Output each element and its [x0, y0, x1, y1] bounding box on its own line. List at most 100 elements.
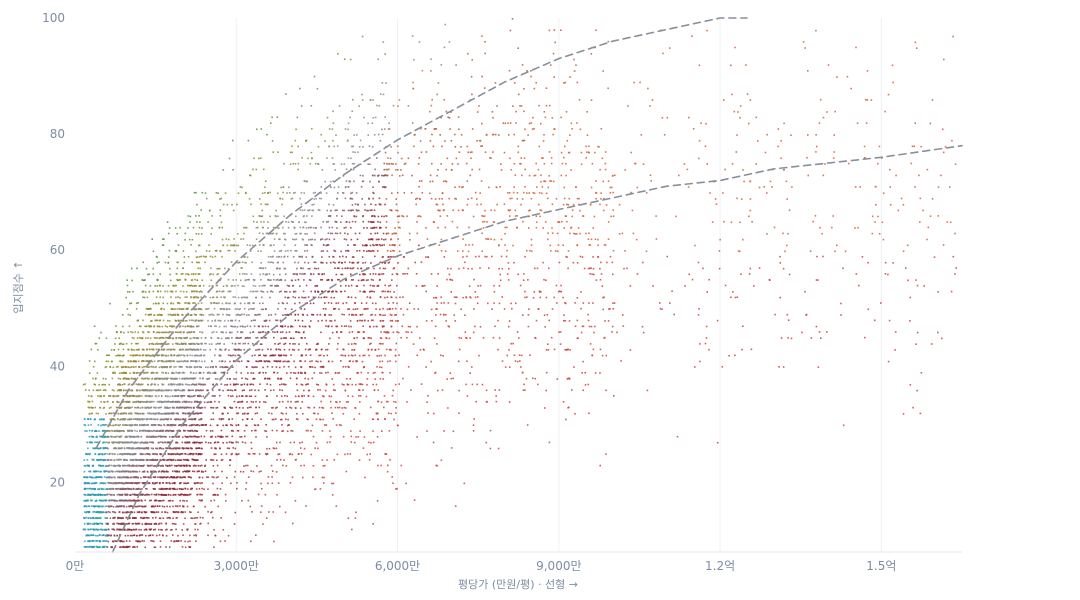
scatter-point: [676, 435, 679, 438]
scatter-point: [545, 279, 547, 282]
scatter-point: [146, 296, 149, 299]
scatter-point: [298, 343, 300, 345]
scatter-point: [209, 430, 212, 432]
scatter-point: [185, 273, 187, 275]
scatter-point: [271, 291, 274, 293]
scatter-point: [511, 18, 514, 20]
scatter-point: [612, 209, 614, 211]
scatter-point: [160, 308, 162, 310]
scatter-point: [295, 377, 298, 380]
scatter-point: [445, 313, 447, 316]
scatter-point: [373, 244, 375, 247]
scatter-point: [846, 75, 849, 78]
scatter-point: [188, 302, 191, 305]
scatter-point: [85, 453, 88, 455]
scatter-point: [198, 499, 201, 502]
scatter-point: [450, 267, 452, 270]
scatter-point: [157, 331, 159, 333]
scatter-point: [336, 232, 339, 235]
scatter-point: [138, 482, 141, 484]
scatter-point: [400, 308, 402, 310]
scatter-point: [325, 325, 327, 327]
scatter-point: [354, 232, 357, 235]
scatter-point: [171, 384, 173, 386]
scatter-point: [158, 505, 161, 507]
scatter-point: [396, 302, 398, 305]
scatter-point: [143, 476, 145, 478]
scatter-point: [156, 430, 158, 432]
scatter-point: [285, 221, 287, 223]
scatter-point: [184, 232, 187, 235]
scatter-point: [426, 401, 428, 403]
scatter-point: [344, 232, 346, 235]
scatter-point: [172, 453, 174, 456]
scatter-point: [133, 545, 135, 548]
scatter-point: [129, 429, 132, 432]
scatter-point: [168, 249, 171, 252]
scatter-point: [594, 325, 596, 328]
scatter-point: [389, 284, 392, 287]
scatter-point: [160, 447, 163, 450]
scatter-point: [363, 116, 365, 119]
scatter-point: [288, 192, 291, 194]
scatter-point: [249, 244, 251, 247]
scatter-point: [138, 336, 141, 339]
scatter-point: [359, 273, 361, 276]
scatter-point: [877, 215, 879, 218]
scatter-point: [176, 447, 178, 449]
scatter-point: [854, 227, 856, 229]
scatter-point: [145, 267, 148, 270]
scatter-point: [646, 389, 649, 392]
scatter-point: [498, 134, 500, 136]
scatter-point: [164, 459, 166, 461]
scatter-point: [218, 343, 220, 345]
scatter-point: [524, 128, 526, 131]
scatter-point: [108, 412, 110, 415]
scatter-point: [626, 267, 628, 270]
scatter-point: [520, 163, 522, 165]
scatter-point: [245, 226, 248, 229]
scatter-point: [233, 244, 235, 246]
scatter-point: [362, 180, 365, 182]
scatter-point: [88, 470, 90, 473]
scatter-point: [454, 320, 456, 322]
scatter-point: [102, 500, 104, 502]
scatter-point: [388, 128, 391, 130]
scatter-point: [183, 331, 185, 333]
scatter-point: [435, 128, 438, 130]
scatter-point: [490, 157, 492, 159]
scatter-point: [211, 406, 213, 409]
scatter-point: [351, 220, 354, 223]
scatter-point: [264, 331, 267, 334]
scatter-point: [467, 250, 470, 253]
scatter-point: [550, 162, 553, 165]
scatter-point: [585, 145, 587, 148]
scatter-point: [345, 180, 348, 182]
scatter-point: [205, 366, 207, 368]
scatter-point: [201, 482, 203, 484]
scatter-point: [599, 348, 602, 351]
scatter-point: [138, 389, 140, 392]
scatter-point: [398, 354, 400, 356]
scatter-point: [123, 383, 126, 385]
scatter-point: [595, 29, 597, 31]
scatter-point: [154, 366, 156, 369]
scatter-point: [127, 366, 129, 368]
scatter-point: [113, 389, 115, 392]
scatter-point: [169, 500, 171, 502]
scatter-point: [124, 534, 127, 537]
scatter-point: [201, 487, 203, 490]
scatter-point: [777, 145, 779, 148]
scatter-point: [279, 505, 281, 508]
scatter-point: [186, 383, 189, 386]
scatter-point: [179, 499, 181, 502]
scatter-point: [598, 146, 600, 148]
scatter-point: [192, 325, 195, 328]
scatter-point: [323, 424, 326, 426]
scatter-point: [190, 517, 192, 519]
scatter-point: [310, 238, 312, 241]
scatter-point: [565, 215, 568, 217]
scatter-point: [612, 191, 614, 194]
scatter-point: [100, 522, 102, 525]
scatter-point: [220, 337, 223, 340]
